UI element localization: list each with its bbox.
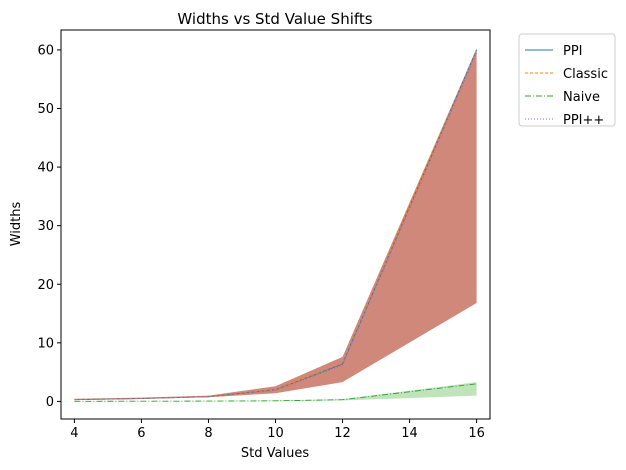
confidence-bands (74, 48, 477, 402)
x-tick-label: 8 (204, 426, 212, 441)
legend: PPI Classic Naive PPI++ (518, 33, 616, 128)
legend-box (518, 33, 616, 127)
legend-label: Naive (563, 90, 600, 105)
legend-label: Classic (563, 67, 608, 82)
y-axis: 0 10 20 30 40 50 60 (37, 43, 61, 410)
x-tick-label: 12 (334, 426, 351, 441)
legend-label: PPI (563, 44, 583, 59)
y-tick-label: 0 (46, 395, 54, 410)
y-tick-label: 60 (37, 43, 54, 58)
y-tick-label: 50 (37, 102, 54, 117)
legend-label: PPI++ (563, 113, 604, 128)
series-lines (74, 49, 478, 402)
series-line-classic (74, 49, 478, 401)
y-tick-label: 20 (37, 278, 54, 293)
band-1 (74, 382, 477, 402)
x-tick-label: 4 (70, 426, 78, 441)
x-axis: 4 6 8 10 12 14 16 (70, 419, 485, 441)
x-tick-label: 14 (401, 426, 418, 441)
band-0 (74, 48, 477, 400)
x-tick-label: 10 (267, 426, 284, 441)
x-tick-label: 6 (137, 426, 145, 441)
chart-title: Widths vs Std Value Shifts (177, 10, 372, 28)
y-tick-label: 10 (37, 336, 54, 351)
y-axis-label: Widths (9, 202, 24, 247)
series-line-naive (74, 383, 477, 402)
y-tick-label: 40 (37, 161, 54, 176)
x-axis-label: Std Values (241, 446, 309, 461)
x-tick-label: 16 (468, 426, 485, 441)
y-tick-label: 30 (37, 219, 54, 234)
